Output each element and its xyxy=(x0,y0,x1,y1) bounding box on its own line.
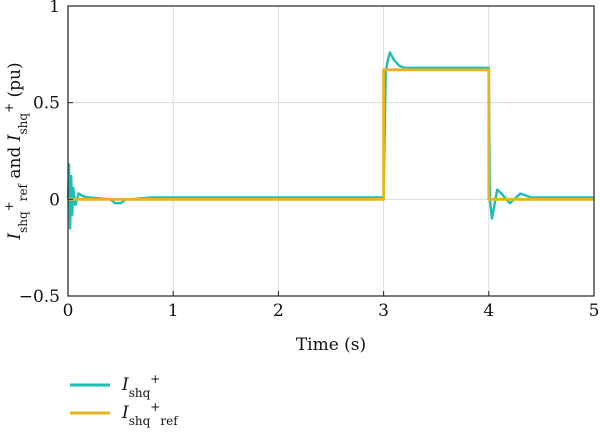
x-axis-label: Time (s) xyxy=(296,335,366,355)
plot-series xyxy=(66,51,594,230)
y-axis-label: Ishq+ref and Ishq+ (pu) xyxy=(2,62,30,240)
y-label-part: (pu) xyxy=(5,62,25,103)
series-line-meas xyxy=(66,51,594,230)
series-line-ref xyxy=(68,68,594,201)
y-tick-label: 0 xyxy=(49,190,60,210)
legend-label-ref: Ishq+ref xyxy=(121,400,179,428)
y-label-part: shq xyxy=(16,211,30,233)
x-tick-label: 5 xyxy=(589,301,600,321)
y-label-part: and xyxy=(5,141,25,184)
grid xyxy=(67,5,595,297)
x-tick-label: 3 xyxy=(378,301,389,321)
x-axis: 0 1 2 3 4 5 xyxy=(63,291,600,321)
y-tick-label: 0.5 xyxy=(33,94,60,114)
x-tick-label: 4 xyxy=(483,301,494,321)
y-label-part: shq xyxy=(16,113,30,135)
y-tick-label: −0.5 xyxy=(19,287,60,307)
y-tick-label: 1 xyxy=(49,0,60,17)
y-label-part: ref xyxy=(16,182,30,201)
plot-frame xyxy=(67,5,595,297)
legend: Ishq+Ishq+ref xyxy=(70,372,179,428)
x-tick-label: 0 xyxy=(63,301,74,321)
y-label-part: + xyxy=(2,201,16,211)
legend-label-meas: Ishq+ xyxy=(121,372,160,400)
x-tick-label: 1 xyxy=(168,301,179,321)
y-axis: −0.5 0 0.5 1 xyxy=(19,0,73,307)
y-label-part: I xyxy=(5,134,25,142)
y-label-part: I xyxy=(5,233,25,241)
x-tick-label: 2 xyxy=(273,301,284,321)
y-label-part: + xyxy=(2,103,16,113)
